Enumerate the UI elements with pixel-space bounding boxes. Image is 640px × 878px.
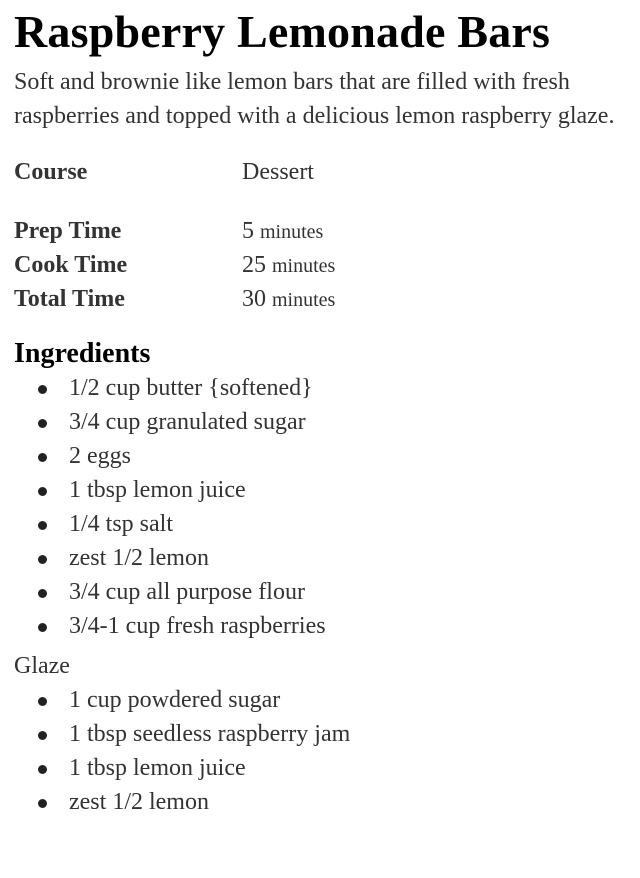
- prep-time-unit: minutes: [260, 221, 324, 243]
- course-label: Course: [14, 159, 88, 185]
- total-time-value: 30: [242, 286, 266, 312]
- prep-time-label: Prep Time: [14, 218, 122, 244]
- list-item: 1/4 tsp salt: [14, 507, 626, 541]
- recipe-description: Soft and brownie like lemon bars that ar…: [14, 69, 615, 129]
- recipe-card: Raspberry Lemonade Bars Soft and brownie…: [14, 6, 626, 819]
- prep-time-row: Prep Time 5 minutes: [14, 214, 626, 248]
- list-item: 3/4-1 cup fresh raspberries: [14, 609, 626, 643]
- list-item: 3/4 cup granulated sugar: [14, 405, 626, 439]
- course-value: Dessert: [242, 159, 314, 185]
- recipe-meta: Course Dessert Prep Time 5 minutes Cook …: [14, 155, 626, 316]
- list-item: 1 tbsp lemon juice: [14, 751, 626, 785]
- cook-time-row: Cook Time 25 minutes: [14, 248, 626, 282]
- total-time-label: Total Time: [14, 286, 125, 312]
- total-time-row: Total Time 30 minutes: [14, 282, 626, 316]
- list-item: 1 tbsp lemon juice: [14, 473, 626, 507]
- cook-time-label: Cook Time: [14, 252, 128, 278]
- ingredients-list: 1/2 cup butter {softened} 3/4 cup granul…: [14, 371, 626, 643]
- cook-time-unit: minutes: [272, 255, 336, 277]
- list-item: 2 eggs: [14, 439, 626, 473]
- list-item: 1 cup powdered sugar: [14, 683, 626, 717]
- total-time-unit: minutes: [272, 289, 336, 311]
- glaze-list: 1 cup powdered sugar 1 tbsp seedless ras…: [14, 683, 626, 819]
- list-item: zest 1/2 lemon: [14, 785, 626, 819]
- course-row: Course Dessert: [14, 155, 626, 189]
- prep-time-value: 5: [242, 218, 254, 244]
- list-item: zest 1/2 lemon: [14, 541, 626, 575]
- glaze-heading: Glaze: [14, 653, 70, 679]
- recipe-title: Raspberry Lemonade Bars: [14, 6, 551, 57]
- list-item: 1 tbsp seedless raspberry jam: [14, 717, 626, 751]
- list-item: 3/4 cup all purpose flour: [14, 575, 626, 609]
- list-item: 1/2 cup butter {softened}: [14, 371, 626, 405]
- cook-time-value: 25: [242, 252, 266, 278]
- ingredients-heading: Ingredients: [14, 338, 151, 369]
